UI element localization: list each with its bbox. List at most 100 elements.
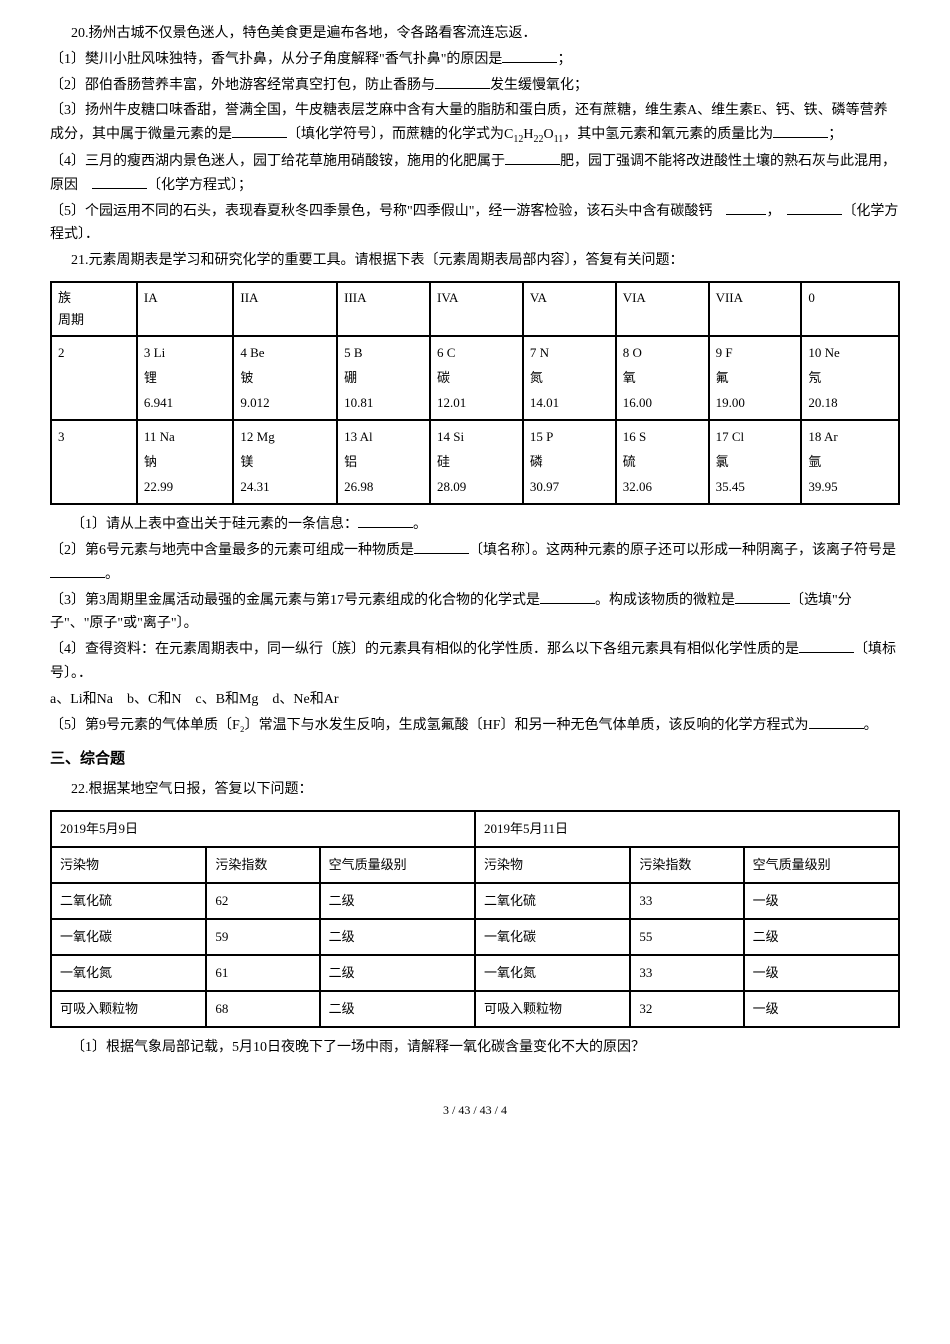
blank bbox=[358, 514, 413, 528]
blank bbox=[435, 75, 490, 89]
q21-p4-opts: a、Li和Na b、C和N c、B和Mg d、Ne和Ar bbox=[50, 688, 900, 712]
table-cell: 32 bbox=[630, 991, 743, 1027]
element-cell: 6 C碳12.01 bbox=[430, 336, 523, 420]
table-cell: 一氧化碳 bbox=[475, 919, 630, 955]
header-cell: 0 bbox=[801, 282, 899, 336]
el-name: 氯 bbox=[716, 454, 729, 469]
header-cell: 族周期 bbox=[51, 282, 137, 336]
q21-p3a: 〔3〕第3周期里金属活动最强的金属元素与第17号元素组成的化合物的化学式是 bbox=[50, 593, 540, 608]
el-name: 铝 bbox=[344, 454, 357, 469]
el-mass: 39.95 bbox=[808, 479, 837, 494]
header-cell: VIIA bbox=[709, 282, 802, 336]
el-num: 7 N bbox=[530, 345, 549, 360]
q21-p4a: 〔4〕查得资料：在元素周期表中，同一纵行〔族〕的元素具有相似的化学性质．那么以下… bbox=[50, 642, 799, 657]
blank bbox=[502, 49, 557, 63]
q20-p1-suffix: ； bbox=[557, 52, 571, 67]
table-cell: 62 bbox=[206, 883, 319, 919]
header-cell: VIA bbox=[616, 282, 709, 336]
page-footer: 3 / 43 / 43 / 4 bbox=[50, 1100, 900, 1120]
header-cell: 污染指数 bbox=[206, 847, 319, 883]
element-cell: 7 N氮14.01 bbox=[523, 336, 616, 420]
el-num: 13 Al bbox=[344, 429, 373, 444]
header-cell: VA bbox=[523, 282, 616, 336]
blank bbox=[92, 175, 147, 189]
period-cell: 2 bbox=[51, 336, 137, 420]
air-quality-table: 2019年5月9日 2019年5月11日 污染物 污染指数 空气质量级别 污染物… bbox=[50, 810, 900, 1029]
el-name: 硫 bbox=[623, 454, 636, 469]
header-cell: 污染物 bbox=[51, 847, 206, 883]
el-mass: 22.99 bbox=[144, 479, 173, 494]
q20-p4: 〔4〕三月的瘦西湖内景色迷人，园丁给花草施用硝酸铵，施用的化肥属于肥，园丁强调不… bbox=[50, 150, 900, 198]
q20-p3-suffix: ； bbox=[828, 127, 842, 142]
element-cell: 3 Li锂6.941 bbox=[137, 336, 233, 420]
element-cell: 11 Na钠22.99 bbox=[137, 420, 233, 504]
blank bbox=[809, 715, 864, 729]
element-cell: 17 Cl氯35.45 bbox=[709, 420, 802, 504]
blank bbox=[232, 124, 287, 138]
q20-p1-text: 〔1〕樊川小肚风味独特，香气扑鼻，从分子角度解释"香气扑鼻"的原因是 bbox=[50, 52, 502, 67]
table-cell: 二级 bbox=[320, 919, 475, 955]
el-num: 18 Ar bbox=[808, 429, 837, 444]
suffix: 。 bbox=[864, 718, 878, 733]
el-name: 钠 bbox=[144, 454, 157, 469]
header-cell: IA bbox=[137, 282, 233, 336]
blank bbox=[726, 201, 766, 215]
q21-p4: 〔4〕查得资料：在元素周期表中，同一纵行〔族〕的元素具有相似的化学性质．那么以下… bbox=[50, 638, 900, 686]
el-name: 磷 bbox=[530, 454, 543, 469]
el-num: 16 S bbox=[623, 429, 646, 444]
q20-p4a: 〔4〕三月的瘦西湖内景色迷人，园丁给花草施用硝酸铵，施用的化肥属于 bbox=[50, 154, 505, 169]
q21-p2: 〔2〕第6号元素与地壳中含量最多的元素可组成一种物质是 〔填名称〕。这两种元素的原… bbox=[50, 539, 900, 587]
el-name: 锂 bbox=[144, 370, 157, 385]
q20-p3: 〔3〕扬州牛皮糖口味香甜，誉满全国，牛皮糖表层芝麻中含有大量的脂肪和蛋白质，还有… bbox=[50, 99, 900, 148]
zu: 族 bbox=[58, 290, 71, 305]
blank bbox=[735, 590, 790, 604]
el-num: 10 Ne bbox=[808, 345, 839, 360]
element-cell: 8 O 氧 16.00 bbox=[616, 336, 709, 420]
o: O bbox=[543, 127, 553, 142]
table-cell: 二级 bbox=[744, 919, 899, 955]
header-cell: 空气质量级别 bbox=[320, 847, 475, 883]
table-cell: 二级 bbox=[320, 991, 475, 1027]
q22-intro: 22.根据某地空气日报，答复以下问题： bbox=[50, 778, 900, 802]
q21-p1: 〔1〕请从上表中查出关于硅元素的一条信息：。 bbox=[50, 513, 900, 537]
table-cell: 一氧化氮 bbox=[475, 955, 630, 991]
el-name: 氧 bbox=[623, 370, 636, 385]
table-cell: 一级 bbox=[744, 991, 899, 1027]
q20-p5: 〔5〕个园运用不同的石头，表现春夏秋冬四季景色，号称"四季假山"，经一游客检验，… bbox=[50, 200, 900, 248]
el-num: 12 Mg bbox=[240, 429, 274, 444]
q20-p2-text: 〔2〕邵伯香肠营养丰富，外地游客经常真空打包，防止香肠与 bbox=[50, 78, 435, 93]
q20-p2-suffix: 发生缓慢氧化； bbox=[490, 78, 588, 93]
el-num: 6 C bbox=[437, 345, 455, 360]
table-cell: 33 bbox=[630, 955, 743, 991]
el-mass: 9.012 bbox=[240, 395, 269, 410]
q20-p3c: ，其中氢元素和氧元素的质量比为 bbox=[563, 127, 773, 142]
element-cell: 5 B硼10.81 bbox=[337, 336, 430, 420]
blank bbox=[787, 201, 842, 215]
table-cell: 二氧化硫 bbox=[51, 883, 206, 919]
el-mass: 16.00 bbox=[623, 395, 652, 410]
element-cell: 10 Ne氖20.18 bbox=[801, 336, 899, 420]
q20-intro: 20.扬州古城不仅景色迷人，特色美食更是遍布各地，令各路看客流连忘返． bbox=[50, 22, 900, 46]
sub: 22 bbox=[533, 134, 543, 145]
period-cell: 3 bbox=[51, 420, 137, 504]
q21-p2b: 〔填名称〕。这两种元素的原子还可以形成一种阴离子，该离子符号是 bbox=[469, 543, 896, 558]
el-name: 氩 bbox=[808, 454, 821, 469]
el-mass: 24.31 bbox=[240, 479, 269, 494]
table-cell: 可吸入颗粒物 bbox=[51, 991, 206, 1027]
element-cell: 9 F氟19.00 bbox=[709, 336, 802, 420]
periodic-table: 族周期 IA IIA IIIA IVA VA VIA VIIA 0 2 3 Li… bbox=[50, 281, 900, 505]
q21-p2a: 〔2〕第6号元素与地壳中含量最多的元素可组成一种物质是 bbox=[50, 543, 414, 558]
q21-p3: 〔3〕第3周期里金属活动最强的金属元素与第17号元素组成的化合物的化学式是。构成… bbox=[50, 589, 900, 637]
table-cell: 68 bbox=[206, 991, 319, 1027]
blank bbox=[505, 151, 560, 165]
date-cell: 2019年5月11日 bbox=[475, 811, 899, 847]
el-mass: 26.98 bbox=[344, 479, 373, 494]
section3-heading: 三、综合题 bbox=[50, 747, 900, 773]
el-num: 8 O bbox=[623, 345, 642, 360]
el-name: 硅 bbox=[437, 454, 450, 469]
el-mass: 20.18 bbox=[808, 395, 837, 410]
table-cell: 二级 bbox=[320, 883, 475, 919]
table-cell: 33 bbox=[630, 883, 743, 919]
el-mass: 28.09 bbox=[437, 479, 466, 494]
blank bbox=[773, 124, 828, 138]
